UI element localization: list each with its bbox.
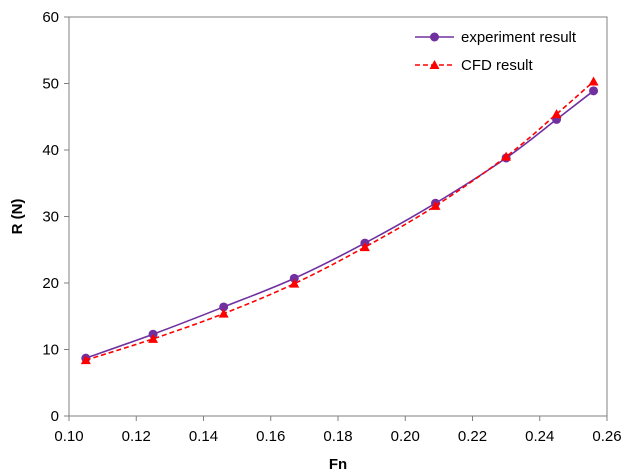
y-tick-label: 40 bbox=[42, 142, 59, 159]
x-tick-label: 0.14 bbox=[189, 428, 218, 445]
x-axis-ticks: 0.10 0.12 0.14 0.16 0.18 0.20 0.22 0.24 0.26 bbox=[54, 416, 622, 445]
x-tick-label: 0.22 bbox=[458, 428, 487, 445]
data-point bbox=[588, 76, 599, 86]
legend: experiment result CFD result bbox=[415, 29, 577, 74]
y-axis-title: R (N) bbox=[9, 199, 26, 235]
x-tick-label: 0.12 bbox=[122, 428, 151, 445]
series-1 bbox=[80, 76, 599, 365]
data-point bbox=[289, 278, 300, 288]
data-point bbox=[501, 151, 512, 161]
data-point bbox=[218, 308, 229, 318]
x-tick-label: 0.26 bbox=[592, 428, 621, 445]
y-tick-label: 60 bbox=[42, 9, 59, 26]
x-tick-label: 0.10 bbox=[54, 428, 83, 445]
data-point bbox=[589, 86, 599, 96]
x-tick-label: 0.16 bbox=[256, 428, 285, 445]
x-tick-label: 0.20 bbox=[391, 428, 420, 445]
plot-area bbox=[68, 16, 608, 417]
y-tick-label: 0 bbox=[51, 408, 59, 425]
data-point bbox=[551, 109, 562, 119]
series-layer bbox=[80, 76, 599, 365]
y-axis-ticks: 0 10 20 30 40 50 60 bbox=[42, 9, 69, 425]
y-tick-label: 10 bbox=[42, 342, 59, 359]
legend-marker bbox=[429, 60, 440, 69]
y-tick-label: 30 bbox=[42, 209, 59, 226]
data-point bbox=[148, 333, 159, 343]
legend-label: experiment result bbox=[461, 29, 577, 46]
legend-marker bbox=[430, 32, 439, 42]
data-point bbox=[289, 273, 299, 283]
data-point bbox=[80, 355, 91, 365]
data-point bbox=[359, 242, 370, 252]
x-axis-title: Fn bbox=[329, 456, 347, 473]
x-tick-label: 0.24 bbox=[525, 428, 554, 445]
legend-label: CFD result bbox=[461, 57, 534, 74]
x-tick-label: 0.18 bbox=[323, 428, 352, 445]
data-point bbox=[430, 200, 441, 210]
y-tick-label: 20 bbox=[42, 275, 59, 292]
data-point bbox=[219, 302, 229, 312]
y-tick-label: 50 bbox=[42, 76, 59, 93]
